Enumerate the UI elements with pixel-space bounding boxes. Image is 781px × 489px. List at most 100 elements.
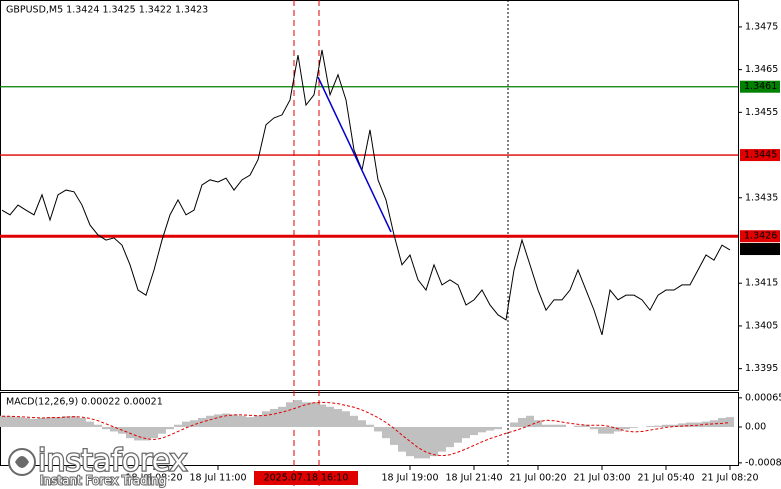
watermark: instaforex Instant Forex Trading <box>8 442 189 489</box>
histogram-bar <box>190 420 198 427</box>
y-tick-label: 1.3395 <box>745 363 778 374</box>
histogram-bar <box>366 424 374 427</box>
level-label: 1.3461 <box>744 81 777 92</box>
histogram-bar <box>86 421 94 427</box>
histogram-bar <box>662 424 670 427</box>
histogram-bar <box>278 406 286 427</box>
y-tick-label: 0.00 <box>745 421 766 432</box>
histogram-bar <box>718 418 726 427</box>
histogram-bar <box>358 420 366 427</box>
macd-title: MACD(12,26,9) 0.00022 0.00021 <box>6 397 163 408</box>
histogram-bar <box>62 416 70 427</box>
x-tick-label: 18 Jul 19:00 <box>382 473 439 484</box>
histogram-bar <box>310 402 318 427</box>
histogram-bar <box>462 426 470 439</box>
histogram-bar <box>630 426 638 428</box>
histogram-bar <box>238 415 246 427</box>
histogram-bar <box>262 411 270 427</box>
histogram-bar <box>510 422 518 427</box>
signal-line <box>2 401 731 457</box>
histogram-bar <box>70 416 78 427</box>
histogram-bar <box>582 424 590 427</box>
histogram-bar <box>414 426 422 459</box>
y-tick-label: 1.3455 <box>745 107 778 118</box>
y-tick-label: 1.3415 <box>745 278 778 289</box>
y-tick-label: -0.0008 <box>745 457 781 468</box>
background-layer <box>293 0 509 489</box>
histogram-bar <box>558 424 566 427</box>
histogram-bar <box>230 414 238 427</box>
histogram-bar <box>286 402 294 427</box>
histogram-bar <box>686 422 694 427</box>
x-tick-label: 18 Jul 08:20 <box>126 473 183 484</box>
histogram-bar <box>390 426 398 445</box>
y-tick-label: 1.3435 <box>745 192 778 203</box>
histogram-bar <box>590 426 598 430</box>
histogram-bar <box>102 426 110 430</box>
x-tick-label: 21 Jul 08:20 <box>702 473 759 484</box>
price-line <box>1 49 731 336</box>
last-price-box <box>740 243 780 256</box>
histogram-bar <box>430 426 438 457</box>
histogram-bar <box>398 426 406 452</box>
histogram-bar <box>526 415 534 427</box>
histogram-bar <box>150 426 158 439</box>
histogram-bar <box>22 418 30 427</box>
histogram-bar <box>622 426 630 430</box>
histogram-bar <box>302 402 310 427</box>
histogram-bar <box>30 418 38 427</box>
histogram-bar <box>470 426 478 436</box>
level-label: 1.3445 <box>744 150 777 161</box>
chart-title: GBPUSD,M5 1.3424 1.3425 1.3422 1.3423 <box>6 5 208 16</box>
histogram-bar <box>534 420 542 427</box>
x-tick-label: 21 Jul 00:20 <box>510 473 567 484</box>
histogram-bar <box>222 413 230 427</box>
histogram-bar <box>174 424 182 427</box>
histogram-bar <box>94 424 102 427</box>
histogram-bar <box>406 426 414 457</box>
histogram-bar <box>550 424 558 427</box>
histogram-bar <box>438 426 446 452</box>
histogram-bar <box>654 425 662 427</box>
histogram-bar <box>182 421 190 427</box>
histogram-bar <box>334 409 342 427</box>
histogram-bar <box>126 426 134 439</box>
histogram-bar <box>158 426 166 434</box>
trend-line <box>317 76 392 233</box>
level-label-box <box>740 80 780 93</box>
crosshair-label: 2025.07.18 16:10 <box>264 473 349 484</box>
histogram-bar <box>486 426 494 431</box>
histogram-bar <box>0 415 6 427</box>
histogram-bar <box>598 426 606 434</box>
histogram-bar <box>110 426 118 432</box>
histogram-bar <box>542 424 550 427</box>
histogram-bar <box>670 424 678 427</box>
y-tick-label: 0.00065 <box>745 392 781 403</box>
histogram-bar <box>214 414 222 427</box>
y-tick-label: 1.3475 <box>745 21 778 32</box>
x-tick-label: 21 Jul 05:40 <box>638 473 695 484</box>
histogram-bar <box>478 426 486 433</box>
histogram-bar <box>246 417 254 427</box>
histogram-bar <box>446 426 454 448</box>
level-label: 1.3426 <box>744 231 777 242</box>
level-label-box <box>740 149 780 162</box>
histogram-bar <box>54 417 62 427</box>
histogram-bar <box>142 426 150 441</box>
level-label-box <box>740 230 780 243</box>
watermark-tagline: Instant Forex Trading <box>40 474 166 488</box>
y-tick-label: 1.3405 <box>745 320 778 331</box>
plot-layer: 1.3475 1.3465 1.3455 1.3435 1.3415 1.3405 1.33… <box>0 21 781 485</box>
x-tick-label: 18 Jul 11:00 <box>190 473 247 484</box>
histogram-bar <box>382 426 390 439</box>
histogram-bar <box>726 417 734 427</box>
histogram-bar <box>374 426 382 432</box>
histogram-bar <box>326 406 334 427</box>
histogram-bar <box>710 420 718 427</box>
histogram-bar <box>678 423 686 427</box>
macd-panel-frame <box>0 392 739 466</box>
histogram-bar <box>78 418 86 427</box>
histogram-bar <box>166 426 174 430</box>
histogram-bar <box>574 425 582 427</box>
